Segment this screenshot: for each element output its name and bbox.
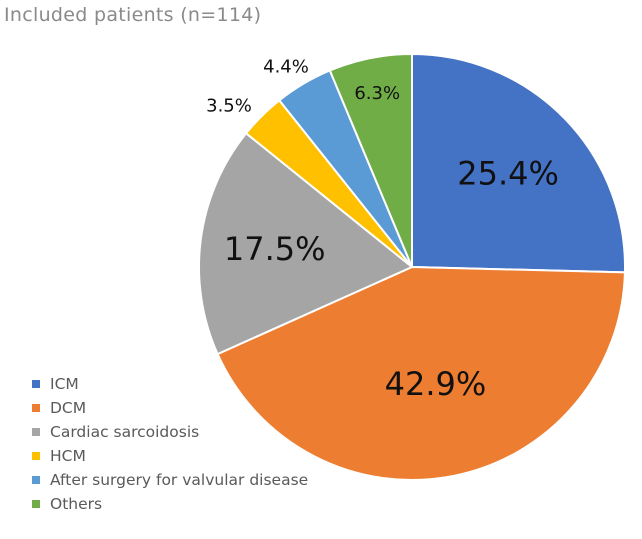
legend-item-hcm: HCM (32, 444, 308, 468)
data-label-hcm: 3.5% (206, 96, 252, 117)
data-label-after-surgery-for-valvular-disease: 4.4% (263, 57, 309, 78)
legend-swatch-hcm (32, 452, 40, 460)
legend-item-dcm: DCM (32, 396, 308, 420)
legend-swatch-after-surgery-for-valvular-disease (32, 476, 40, 484)
legend-item-icm: ICM (32, 372, 308, 396)
data-label-others: 6.3% (354, 83, 400, 104)
legend-label-after-surgery-for-valvular-disease: After surgery for valvular disease (50, 471, 309, 489)
data-label-dcm: 42.9% (385, 365, 487, 403)
legend-label-icm: ICM (50, 375, 79, 393)
legend-item-others: Others (32, 492, 308, 516)
legend: ICM DCM Cardiac sarcoidosis HCM After surger… (32, 372, 308, 516)
legend-swatch-dcm (32, 404, 40, 412)
pie-slice-cardiac-sarcoidosis (198, 131, 414, 356)
pie-slice-others (328, 52, 413, 268)
pie-slice-icm (411, 52, 626, 274)
chart-title: Included patients (n=114) (4, 4, 262, 26)
data-label-cardiac-sarcoidosis: 17.5% (224, 230, 326, 268)
legend-item-after-surgery-for-valvular-disease: After surgery for valvular disease (32, 468, 308, 492)
legend-label-hcm: HCM (50, 447, 86, 465)
legend-label-cardiac-sarcoidosis: Cardiac sarcoidosis (50, 423, 200, 441)
legend-item-cardiac-sarcoidosis: Cardiac sarcoidosis (32, 420, 308, 444)
data-label-icm: 25.4% (457, 154, 559, 192)
legend-swatch-cardiac-sarcoidosis (32, 428, 40, 436)
legend-swatch-others (32, 500, 40, 508)
legend-label-others: Others (50, 495, 103, 513)
legend-swatch-icm (32, 380, 40, 388)
pie-slice-dcm (216, 265, 626, 481)
legend-label-dcm: DCM (50, 399, 87, 417)
